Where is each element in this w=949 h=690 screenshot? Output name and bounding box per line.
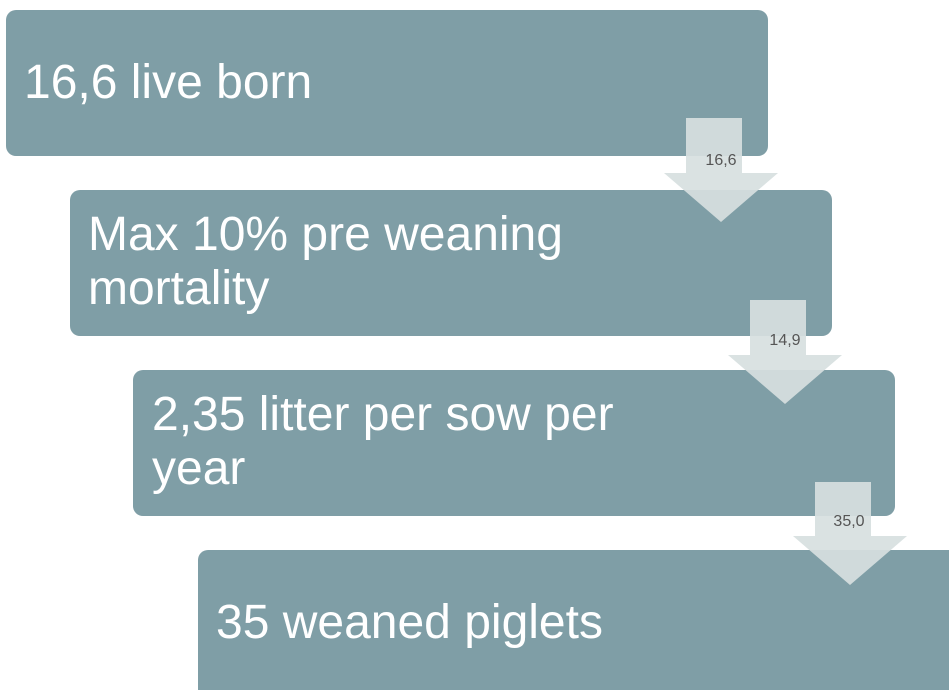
- step-label: 16,6 live born: [24, 56, 313, 109]
- step-box: 2,35 litter per sow per year: [133, 370, 895, 516]
- step-label: 2,35 litter per sow per year: [152, 388, 614, 495]
- step-box: Max 10% pre weaning mortality: [70, 190, 832, 336]
- step-label: Max 10% pre weaning mortality: [88, 208, 563, 315]
- step-box: 16,6 live born: [6, 10, 768, 156]
- step-label: 35 weaned piglets: [216, 596, 603, 649]
- step-box: 35 weaned piglets: [198, 550, 949, 690]
